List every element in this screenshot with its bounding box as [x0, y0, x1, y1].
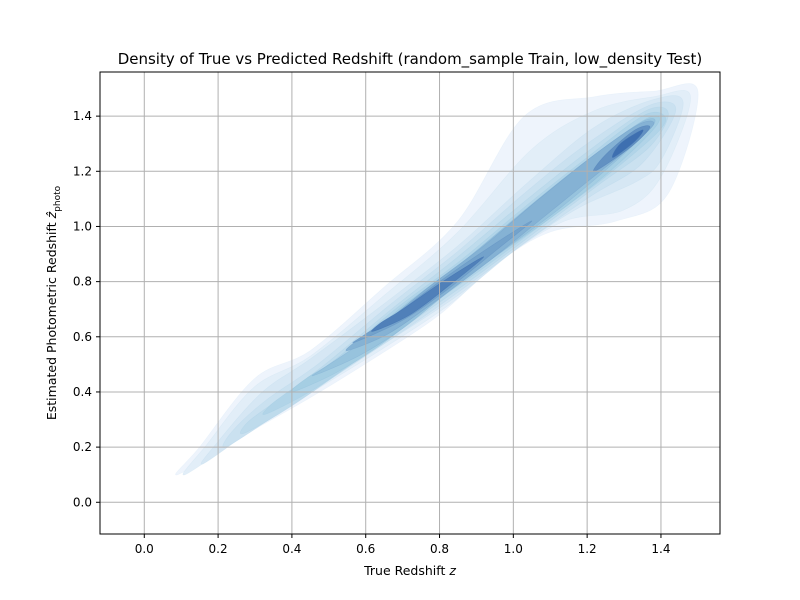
y-tick-label: 0.0 [73, 495, 92, 509]
y-tick-label: 1.0 [73, 219, 92, 233]
x-axis-label-symbol: z [448, 563, 456, 578]
x-axis-label-text: True Redshift [363, 563, 449, 578]
y-axis-label: Estimated Photometric Redshift ẑphoto [44, 185, 63, 420]
x-tick-label: 0.6 [356, 542, 375, 556]
chart-title: Density of True vs Predicted Redshift (r… [118, 50, 703, 69]
y-tick-label: 1.4 [73, 109, 92, 123]
density-contours [175, 83, 699, 476]
y-tick-label: 0.6 [73, 330, 92, 344]
x-tick-label: 1.0 [504, 542, 523, 556]
y-axis-label-text: Estimated Photometric Redshift [44, 218, 59, 420]
y-axis-label-subscript: photo [53, 185, 63, 211]
x-tick-label: 0.0 [135, 542, 154, 556]
y-axis-label-symbol: ẑ [44, 211, 59, 219]
x-tick-label: 1.2 [578, 542, 597, 556]
y-tick-label: 0.8 [73, 275, 92, 289]
x-axis: 0.0 0.2 0.4 0.6 0.8 1.0 1.2 1.4 [135, 534, 670, 556]
x-tick-label: 0.2 [209, 542, 228, 556]
x-tick-label: 0.4 [282, 542, 301, 556]
density-contour-level-9 [345, 120, 655, 351]
plot-frame [99, 71, 721, 535]
y-tick-label: 0.2 [73, 440, 92, 454]
density-contour-level-12 [371, 256, 485, 332]
x-axis-label: True Redshift z [363, 563, 456, 578]
density-contour-level-13 [612, 129, 644, 158]
y-tick-label: 0.4 [73, 385, 92, 399]
x-tick-label: 0.8 [430, 542, 449, 556]
y-tick-label: 1.2 [73, 164, 92, 178]
x-tick-label: 1.4 [651, 542, 670, 556]
gridlines [100, 72, 720, 534]
y-axis: 0.0 0.2 0.4 0.6 0.8 1.0 1.2 1.4 [73, 109, 100, 509]
